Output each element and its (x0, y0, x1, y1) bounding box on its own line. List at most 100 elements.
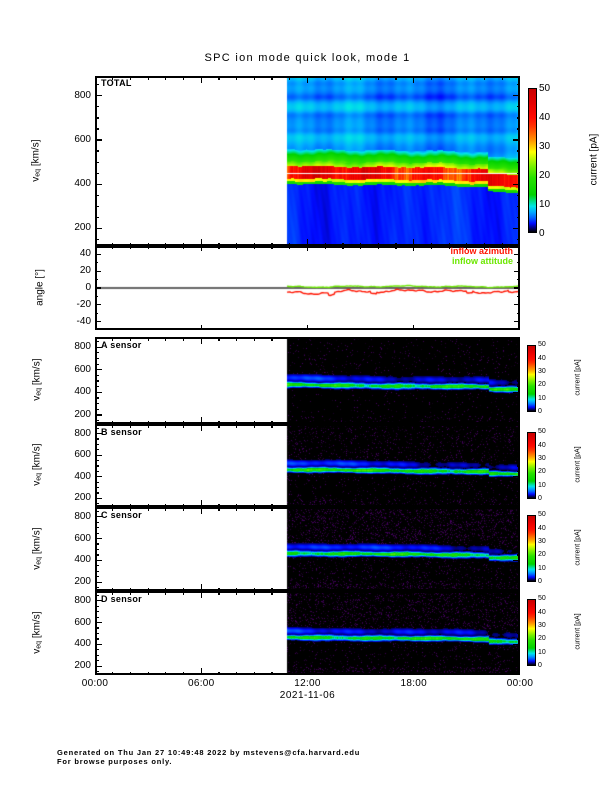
colorbar-tick-label: 50 (538, 511, 546, 519)
panel-label-c: C sensor (101, 510, 142, 520)
axis-tick (430, 76, 433, 80)
axis-tick (147, 242, 149, 246)
axis-tick (466, 507, 468, 511)
footer-line-1: Generated on Thu Jan 27 10:49:48 2022 by… (57, 748, 361, 757)
axis-tick (271, 671, 273, 675)
axis-tick (514, 304, 520, 306)
axis-tick (218, 424, 220, 428)
axis-tick (147, 671, 149, 675)
ylabel-base: v (31, 395, 43, 401)
axis-tick (430, 242, 433, 246)
axis-tick (516, 363, 520, 365)
axis-tick (95, 510, 99, 512)
axis-tick (377, 507, 379, 511)
ylabel-sub: eq (35, 472, 43, 481)
y-tick-label: 200 (74, 576, 91, 588)
axis-tick (483, 587, 486, 591)
axis-tick (516, 611, 520, 613)
axis-tick (516, 205, 520, 207)
axis-tick (430, 671, 433, 675)
axis-tick (95, 270, 101, 272)
axis-tick (324, 671, 326, 675)
x-tick-label: 00:00 (506, 678, 534, 689)
axis-tick (360, 337, 362, 341)
colorbar-b (527, 432, 536, 499)
axis-tick (95, 622, 102, 624)
axis-tick (289, 242, 291, 246)
axis-tick (516, 527, 520, 529)
axis-tick (483, 420, 486, 424)
axis-tick (516, 161, 520, 163)
ylabel-sub: eq (35, 387, 43, 396)
axis-tick (360, 503, 362, 507)
axis-tick (165, 587, 167, 591)
axis-tick (95, 570, 99, 572)
axis-tick (306, 417, 309, 424)
axis-tick (413, 507, 415, 514)
x-tick-label: 12:00 (294, 678, 321, 689)
axis-tick (253, 671, 255, 675)
y-tick-label: 800 (74, 594, 91, 606)
axis-tick (200, 246, 202, 251)
footer: Generated on Thu Jan 27 10:49:48 2022 by… (57, 748, 361, 766)
axis-tick (516, 172, 520, 174)
axis-tick (516, 352, 520, 354)
axis-tick (182, 591, 185, 595)
axis-tick (95, 106, 99, 108)
axis-tick (271, 242, 273, 246)
axis-tick (95, 238, 99, 240)
axis-tick (448, 76, 450, 80)
colorbar-d (527, 599, 536, 666)
c-sensor-spectrogram-canvas (95, 507, 520, 591)
axis-tick (129, 591, 131, 595)
axis-tick (395, 76, 397, 80)
axis-tick (483, 507, 486, 511)
colorbar-tick-label: 40 (538, 608, 546, 616)
axis-tick (513, 665, 520, 667)
axis-tick (430, 246, 433, 249)
y-tick-label: 200 (74, 408, 91, 420)
axis-tick (342, 337, 344, 341)
colorbar-tick-label: 30 (538, 454, 546, 462)
axis-tick (413, 668, 415, 675)
x-tick-label: 18:00 (400, 678, 428, 689)
axis-tick (514, 270, 520, 272)
ylabel-base: v (31, 564, 43, 570)
axis-tick (360, 242, 362, 246)
y-tick-label: 600 (74, 363, 91, 375)
axis-tick (95, 397, 99, 399)
axis-tick (289, 246, 291, 249)
axis-tick (271, 507, 273, 511)
axis-tick (236, 424, 238, 428)
axis-tick (513, 600, 520, 602)
axis-tick (483, 671, 486, 675)
axis-tick (483, 327, 486, 330)
axis-tick (360, 591, 362, 595)
panel-frame-d (95, 591, 520, 675)
axis-tick (342, 671, 344, 675)
axis-tick (182, 424, 185, 428)
axis-tick (95, 554, 99, 556)
colorbar-total (528, 88, 537, 233)
axis-tick (95, 587, 99, 589)
axis-tick (513, 391, 520, 393)
axis-tick (236, 420, 238, 424)
axis-tick (448, 587, 450, 591)
axis-tick (324, 246, 326, 249)
axis-tick (95, 357, 99, 360)
axis-tick (513, 227, 520, 229)
axis-tick (182, 246, 185, 249)
axis-tick (95, 470, 99, 473)
axis-tick (513, 622, 520, 624)
axis-tick (360, 246, 362, 249)
axis-tick (95, 369, 102, 371)
axis-tick (466, 591, 468, 595)
axis-tick (165, 507, 167, 511)
axis-tick (413, 500, 415, 507)
axis-tick (112, 591, 114, 595)
d-sensor-spectrogram-canvas (95, 591, 520, 675)
axis-tick (95, 194, 99, 196)
axis-tick (483, 246, 486, 249)
axis-tick (129, 424, 131, 428)
axis-tick (95, 380, 99, 382)
